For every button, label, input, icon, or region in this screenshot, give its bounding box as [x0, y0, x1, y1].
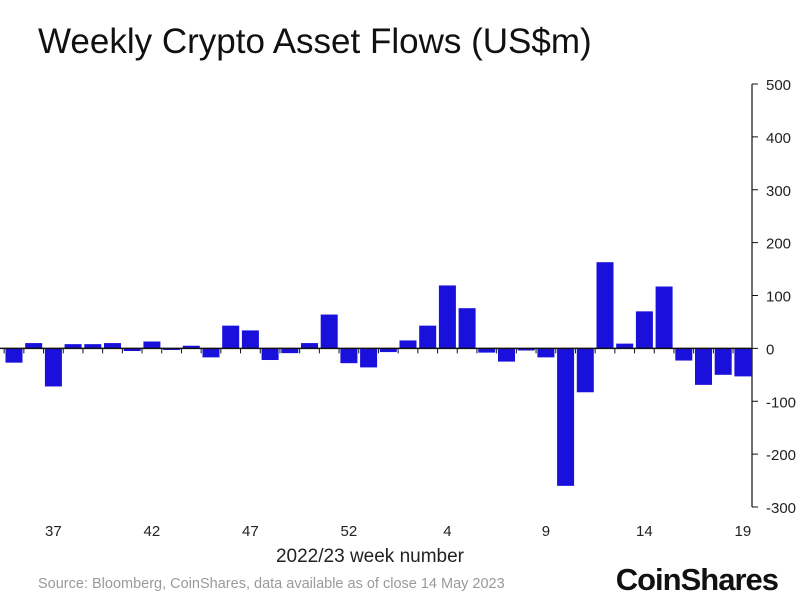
- bar-3: [419, 325, 437, 349]
- bar-7: [498, 348, 515, 362]
- bar-35: [5, 348, 23, 363]
- x-tick-label: 52: [341, 523, 358, 540]
- bar-13: [616, 343, 634, 349]
- bar-44: [182, 345, 200, 349]
- x-tick-label: 37: [45, 523, 62, 540]
- x-tick-label: 14: [636, 523, 653, 540]
- bar-47: [241, 330, 259, 349]
- bar-14: [635, 311, 653, 349]
- bar-42: [143, 341, 161, 349]
- y-tick-label: 0: [766, 341, 774, 358]
- bar-5: [458, 308, 476, 349]
- bar-49: [281, 348, 299, 354]
- bar-46: [222, 325, 240, 349]
- bar-36: [25, 343, 43, 349]
- y-tick-label: -300: [766, 500, 796, 517]
- x-tick-label: 47: [242, 523, 259, 540]
- bar-41: [123, 348, 141, 352]
- y-tick-label: 200: [766, 236, 791, 253]
- bar-1: [379, 348, 397, 353]
- x-axis-label: 2022/23 week number: [275, 546, 464, 567]
- x-tick-label: 9: [542, 523, 550, 540]
- bar-37: [44, 348, 62, 387]
- bar-39: [84, 344, 102, 349]
- bar-38: [64, 344, 82, 349]
- bar-50: [301, 343, 318, 349]
- bar-19: [734, 348, 752, 377]
- bar-48: [261, 348, 279, 361]
- bar-16: [675, 348, 693, 361]
- bar-51: [320, 314, 338, 349]
- bar-45: [202, 348, 220, 358]
- x-tick-label: 4: [443, 523, 451, 540]
- bar-11: [576, 348, 594, 393]
- x-tick-label: 19: [735, 523, 752, 540]
- bar-15: [655, 286, 673, 349]
- bar-52: [340, 348, 358, 364]
- source-note: Source: Bloomberg, CoinShares, data avai…: [38, 576, 505, 592]
- bar-9: [537, 348, 555, 358]
- bar-43: [163, 348, 181, 350]
- bar-17: [695, 348, 712, 385]
- y-tick-label: 500: [766, 77, 791, 94]
- y-tick-label: -100: [766, 394, 796, 411]
- bar-10: [557, 348, 575, 486]
- bar-4: [438, 285, 456, 349]
- bar-40: [104, 343, 121, 349]
- bar-53: [360, 348, 378, 368]
- bar-6: [478, 348, 496, 353]
- bar-2: [399, 340, 417, 349]
- y-tick-label: 400: [766, 130, 791, 147]
- bar-8: [517, 348, 535, 351]
- coinshares-logo: CoinShares: [615, 562, 779, 597]
- chart-title: Weekly Crypto Asset Flows (US$m): [38, 22, 592, 61]
- y-tick-label: 300: [766, 183, 791, 200]
- bar-12: [596, 262, 614, 349]
- y-tick-label: 100: [766, 289, 791, 306]
- bar-18: [714, 348, 732, 375]
- x-tick-label: 42: [144, 523, 161, 540]
- y-tick-label: -200: [766, 447, 796, 464]
